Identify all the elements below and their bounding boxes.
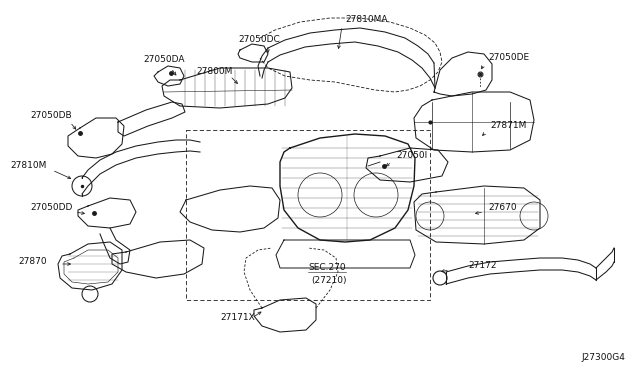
Text: 27050DC: 27050DC — [238, 35, 280, 45]
Text: 27050DE: 27050DE — [488, 54, 529, 62]
Text: 27050DD: 27050DD — [30, 203, 72, 212]
Text: J27300G4: J27300G4 — [581, 353, 625, 362]
Text: 27050DB: 27050DB — [30, 112, 72, 121]
Text: 27810M: 27810M — [10, 161, 46, 170]
Text: 27810MA: 27810MA — [345, 16, 387, 25]
Text: 27800M: 27800M — [196, 67, 232, 76]
Text: 27871M: 27871M — [490, 122, 526, 131]
Text: 27172: 27172 — [468, 262, 497, 270]
Text: SEC.270: SEC.270 — [308, 263, 346, 273]
Text: 27670: 27670 — [488, 203, 516, 212]
Text: 27171X: 27171X — [220, 314, 255, 323]
Text: 27050I: 27050I — [396, 151, 428, 160]
Text: (27210): (27210) — [311, 276, 346, 285]
Text: 27050DA: 27050DA — [143, 55, 184, 64]
Text: 27870: 27870 — [18, 257, 47, 266]
